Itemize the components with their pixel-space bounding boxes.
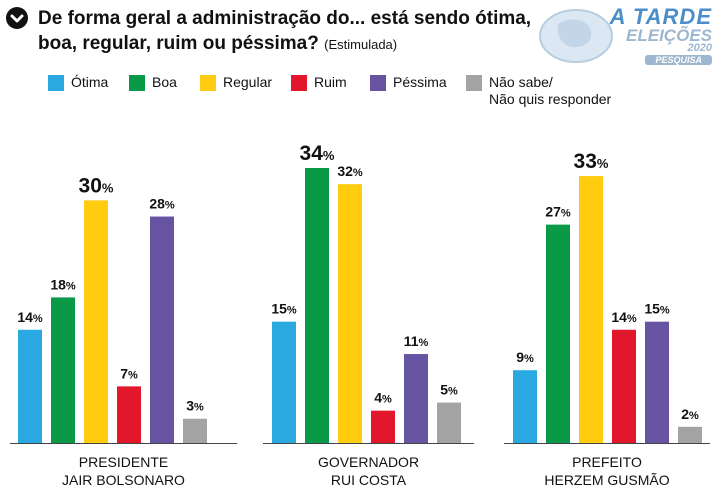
bar-1-boa	[51, 297, 75, 443]
bar-2-regular	[338, 184, 362, 444]
legend-label-nao-sabe-line-1: Não sabe/	[489, 74, 553, 90]
bar-value-label: 18%	[50, 276, 76, 292]
title-subtitle: (Estimulada)	[324, 37, 398, 52]
legend: Ótima Boa Regular Ruim Péssima Não sabe/…	[0, 70, 723, 110]
bar-1-otima	[18, 329, 42, 443]
bar-1-ruim	[117, 386, 141, 443]
a-tarde-eleicoes-logo: A TARDE ELEIÇÕES 2020 PESQUISA	[530, 2, 720, 68]
bar-3-boa	[546, 224, 570, 443]
bar-value-label: 15%	[644, 301, 670, 317]
bar-1-nao-sabe	[183, 418, 207, 443]
group-label-line-1: PRESIDENTE	[79, 454, 168, 470]
bar-value-label: 7%	[120, 365, 138, 381]
bar-value-label: 14%	[17, 309, 43, 325]
bar-3-ruim	[612, 329, 636, 443]
group-label-line-2: JAIR BOLSONARO	[62, 472, 185, 488]
bar-value-label: 28%	[149, 196, 175, 212]
title-line-1: De forma geral a administração do... est…	[38, 8, 532, 29]
chevron-down-icon[interactable]	[6, 7, 28, 29]
group-label-line-1: PREFEITO	[572, 454, 642, 470]
bar-3-nao-sabe	[678, 426, 702, 443]
bar-2-ruim	[371, 410, 395, 443]
bar-value-label: 4%	[374, 390, 392, 406]
bar-2-otima	[272, 321, 296, 443]
bar-value-label: 32%	[337, 163, 363, 179]
bar-value-label: 27%	[545, 204, 571, 220]
bar-2-pessima	[404, 354, 428, 443]
bar-value-label: 33%	[574, 150, 609, 173]
bar-value-label: 14%	[611, 309, 637, 325]
legend-label-nao-sabe-line-2: Não quis responder	[489, 91, 612, 107]
logo-line-4: PESQUISA	[645, 55, 712, 65]
bar-value-label: 34%	[300, 142, 335, 165]
logo-line-2: ELEIÇÕES	[626, 26, 712, 45]
legend-label-otima: Ótima	[71, 74, 109, 90]
chart-title: De forma geral a administração do... est…	[38, 6, 548, 57]
title-line-2-text: boa, regular, ruim ou péssima?	[38, 33, 319, 54]
legend-label-pessima: Péssima	[393, 74, 447, 90]
legend-swatch-pessima	[370, 75, 386, 91]
legend-label-regular: Regular	[223, 74, 273, 90]
logo-line-3: 2020	[687, 42, 712, 54]
bar-value-label: 30%	[79, 174, 114, 197]
legend-swatch-nao-sabe	[466, 75, 482, 91]
globe-icon	[539, 9, 613, 63]
bar-3-pessima	[645, 321, 669, 443]
bar-value-label: 11%	[404, 333, 429, 349]
legend-swatch-regular	[200, 75, 216, 91]
bar-value-label: 5%	[440, 382, 458, 398]
bar-2-nao-sabe	[437, 402, 461, 443]
group-label-line-2: HERZEM GUSMÃO	[544, 472, 669, 488]
bar-value-label: 3%	[186, 398, 204, 414]
legend-swatch-boa	[129, 75, 145, 91]
title-line-2: boa, regular, ruim ou péssima? (Estimula…	[38, 31, 548, 57]
legend-label-boa: Boa	[152, 74, 177, 90]
bar-3-otima	[513, 370, 537, 443]
bar-3-regular	[579, 176, 603, 443]
group-label-line-2: RUI COSTA	[331, 472, 407, 488]
logo-line-1: A TARDE	[609, 4, 712, 29]
bar-1-regular	[84, 200, 108, 443]
legend-label-ruim: Ruim	[314, 74, 347, 90]
header: De forma geral a administração do... est…	[0, 0, 723, 70]
bar-2-boa	[305, 168, 329, 443]
group-label-line-1: GOVERNADOR	[318, 454, 419, 470]
bar-value-label: 2%	[681, 406, 699, 422]
legend-swatch-ruim	[291, 75, 307, 91]
bar-1-pessima	[150, 216, 174, 443]
bar-value-label: 9%	[516, 349, 534, 365]
legend-label-nao-sabe: Não sabe/Não quis responder	[489, 74, 611, 108]
legend-swatch-otima	[48, 75, 64, 91]
bar-value-label: 15%	[271, 301, 297, 317]
